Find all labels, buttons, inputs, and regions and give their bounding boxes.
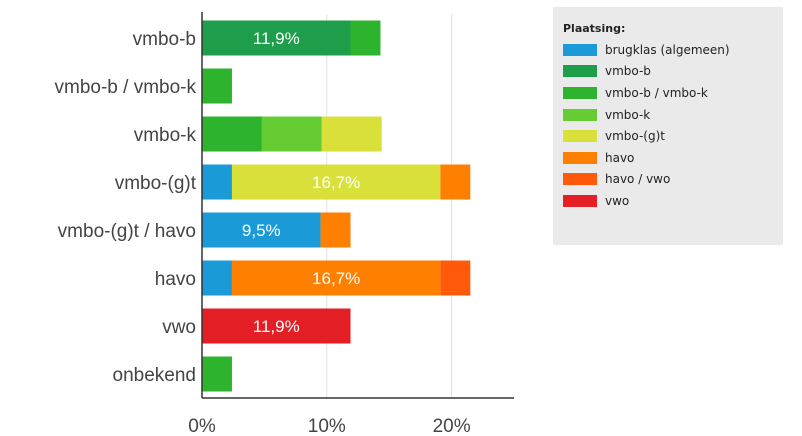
data-label: 16,7% [312, 269, 360, 288]
data-label: 9,5% [242, 221, 281, 240]
data-label: 11,9% [253, 29, 300, 48]
category-label: vmbo-(g)t [115, 173, 197, 194]
legend-swatch [563, 108, 597, 121]
legend-title: Plaatsing: [563, 22, 626, 35]
legend-label: brugklas (algemeen) [605, 42, 730, 57]
category-label: vmbo-k [134, 125, 197, 146]
legend-item: havo / vwo [563, 169, 783, 191]
bar-vmbo-k-vmbo-k [261, 116, 322, 152]
bar-vwo-vwo [202, 308, 351, 344]
bar-vmbo-k-vmbo-g-t [321, 116, 382, 152]
legend-item: brugklas (algemeen) [563, 39, 783, 61]
legend-swatch [563, 151, 597, 164]
legend: Plaatsing: brugklas (algemeen) vmbo-b vmbo… [553, 7, 783, 245]
category-label: vwo [162, 317, 196, 338]
bar-vmbo-g-t-havo-brugklas-algemeen [202, 212, 321, 248]
bar-onbekend-vmbo-b-vmbo-k [202, 356, 232, 392]
data-label: 16,7% [312, 173, 360, 192]
legend-item: vmbo-k [563, 104, 783, 126]
bar-havo-havo [231, 260, 441, 296]
bar-vmbo-b-vmbo-b-vmbo-k [350, 20, 381, 56]
category-label: vmbo-(g)t / havo [58, 221, 196, 242]
bar-havo-brugklas-algemeen [202, 260, 232, 296]
bar-havo-havo-vwo [440, 260, 471, 296]
bar-vmbo-g-t-havo-havo [320, 212, 351, 248]
legend-swatch [563, 86, 597, 99]
legend-swatch [563, 65, 597, 78]
legend-label: vmbo-k [605, 107, 651, 122]
legend-label: vmbo-(g)t [605, 129, 665, 144]
x-tick-label: 10% [308, 416, 346, 436]
legend-label: vwo [605, 193, 630, 208]
legend-swatch [563, 130, 597, 143]
x-tick-label: 20% [433, 416, 471, 436]
bar-vmbo-b-vmbo-b [202, 20, 351, 56]
x-tick-label: 0% [188, 416, 216, 436]
legend-swatch [563, 194, 597, 207]
legend-item: vmbo-b [563, 61, 783, 83]
legend-label: vmbo-b / vmbo-k [605, 85, 708, 100]
bar-vmbo-g-t-brugklas-algemeen [202, 164, 232, 200]
legend-item: vmbo-b / vmbo-k [563, 82, 783, 104]
bar-vmbo-b-vmbo-k-vmbo-b-vmbo-k [202, 68, 232, 104]
bar-vmbo-g-t-vmbo-g-t [231, 164, 441, 200]
legend-label: havo / vwo [605, 172, 671, 187]
legend-item: vmbo-(g)t [563, 125, 783, 147]
category-label: havo [155, 269, 196, 290]
legend-swatch [563, 43, 597, 56]
category-label: onbekend [113, 365, 196, 386]
category-label: vmbo-b [133, 29, 196, 50]
category-label: vmbo-b / vmbo-k [55, 77, 197, 98]
legend-swatch [563, 173, 597, 186]
legend-item: havo [563, 147, 783, 169]
bar-vmbo-k-vmbo-b-vmbo-k [202, 116, 262, 152]
legend-label: havo [605, 150, 635, 165]
data-label: 11,9% [253, 317, 300, 336]
bar-vmbo-g-t-havo [440, 164, 471, 200]
legend-item: vwo [563, 190, 783, 212]
legend-label: vmbo-b [605, 64, 651, 79]
